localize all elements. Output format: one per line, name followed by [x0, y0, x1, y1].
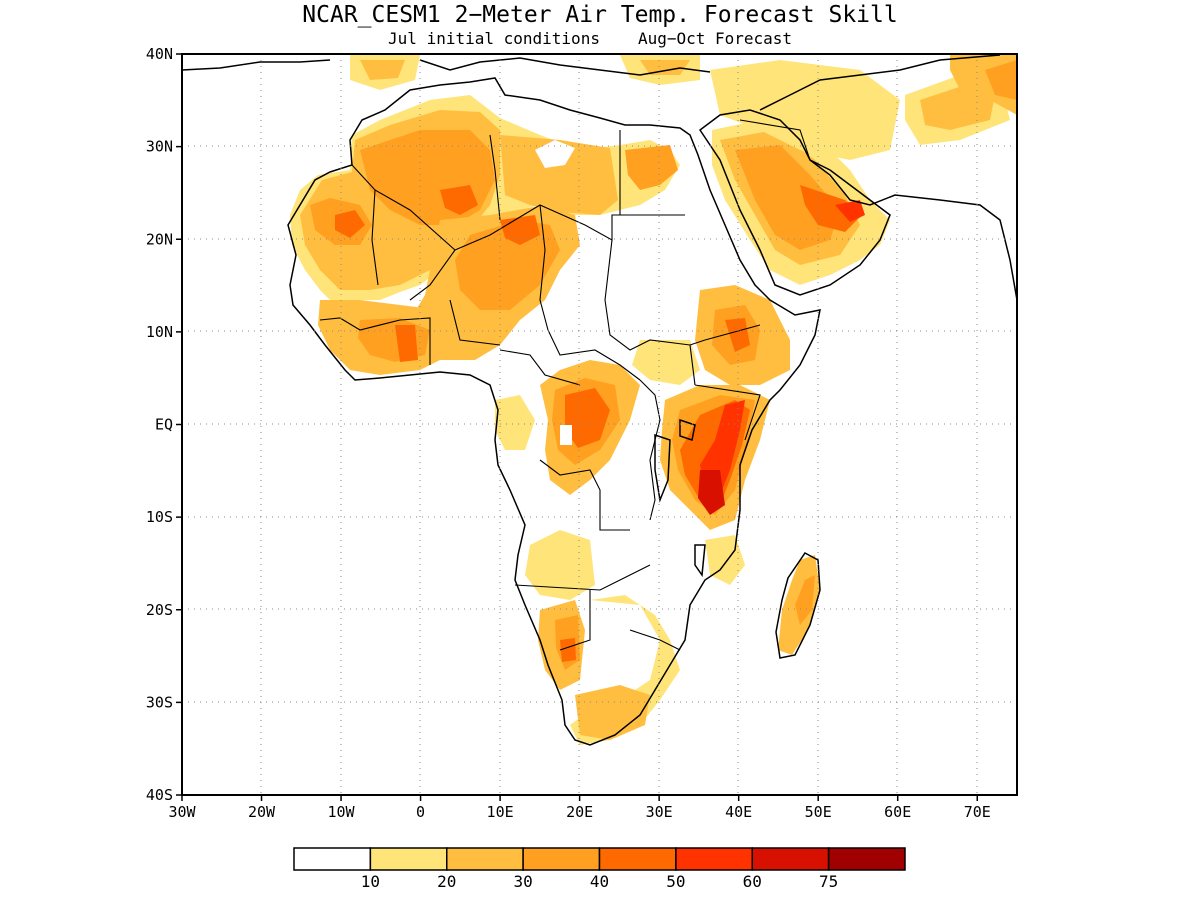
map-subtitle-forecast: Aug−Oct Forecast [638, 29, 792, 48]
lat-tick-label: 40N [146, 45, 173, 63]
colorbar-label: 20 [437, 872, 456, 891]
lon-tick-label: 30E [646, 803, 673, 821]
colorbar-label: 10 [361, 872, 380, 891]
lat-tick-label: 30S [146, 693, 173, 711]
colorbar-swatch [751, 847, 830, 871]
coastlines [182, 54, 1017, 746]
lon-tick-label: 10W [328, 803, 356, 821]
map-subtitle-init: Jul initial conditions [388, 29, 600, 48]
colorbar-swatch [827, 847, 906, 871]
lon-tick-label: 50E [805, 803, 832, 821]
colorbar-swatch [598, 847, 677, 871]
lat-tick-label: 20N [146, 230, 173, 248]
colorbar-label: 75 [819, 872, 838, 891]
colorbar-swatch [369, 847, 448, 871]
lon-tick-label: 20W [248, 803, 276, 821]
map-title: NCAR_CESM1 2−Meter Air Temp. Forecast Sk… [302, 2, 897, 28]
colorbar-swatch [522, 847, 601, 871]
lon-tick-label: 70E [964, 803, 991, 821]
colorbar-swatch [446, 847, 524, 871]
lat-tick-label: 40S [146, 786, 173, 804]
lat-tick-label: 20S [146, 601, 173, 619]
colorbar-label: 60 [743, 872, 762, 891]
colorbar-label: 50 [666, 872, 685, 891]
colorbar-swatch [675, 847, 753, 871]
lon-tick-label: 20E [566, 803, 593, 821]
colorbar-legend: 10 20 30 40 50 60 75 [293, 847, 906, 891]
lat-tick-label: EQ [155, 416, 173, 434]
colorbar-label: 30 [513, 872, 532, 891]
lon-tick-label: 40E [725, 803, 752, 821]
latitude-axis: 40N 30N 20N 10N EQ 10S 20S 30S 40S [146, 45, 182, 804]
lon-tick-label: 0 [416, 803, 425, 821]
lat-tick-label: 10S [146, 508, 173, 526]
lon-tick-label: 30W [168, 803, 196, 821]
longitude-axis: 30W 20W 10W 0 10E 20E 30E 40E 50E 60E 70E [168, 795, 991, 821]
lat-tick-label: 10N [146, 323, 173, 341]
colorbar-label: 40 [590, 872, 609, 891]
lon-tick-label: 10E [487, 803, 514, 821]
lat-tick-label: 30N [146, 138, 173, 156]
lon-tick-label: 60E [884, 803, 911, 821]
country-borders [319, 119, 811, 651]
colorbar-swatch [293, 847, 372, 871]
map-plot-area [182, 54, 1017, 795]
